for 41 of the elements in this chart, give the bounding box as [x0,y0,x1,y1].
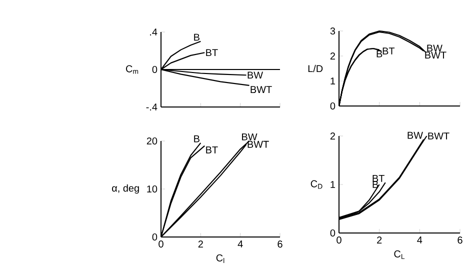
series-label: BW [427,44,442,52]
y-tick-label: 0 [330,102,336,110]
y-tick-label: 3 [330,27,336,35]
x-tick-label: 4 [417,236,422,244]
x-tick-label: 2 [377,236,382,244]
x-tick-label: 0 [158,240,164,248]
series-label: BT [382,48,395,54]
y-axis-title: C$_{D}$ [310,180,322,189]
series-label: B [194,34,200,41]
x-tick-label: 6 [458,236,462,244]
series-label: BW [248,72,263,79]
series-label: BW [242,133,258,140]
y-tick-label: 0 [330,229,336,237]
y-tick-label: 20 [146,137,158,145]
series-label: BWT [428,132,450,140]
y-axis-title: C$_{m}$ [126,65,138,74]
series-label: BT [372,175,384,182]
y-tick-label: 1 [330,181,336,188]
x-tick-label: 6 [278,240,282,248]
y-tick-label: 1 [330,78,336,84]
x-tick-label: 0 [336,236,342,244]
x-axis-title: C$_{L}$ [394,250,405,259]
series-label: BW [408,132,423,139]
y-tick-label: 10 [147,185,158,193]
series-label: BT [206,146,218,154]
series-label: B [376,50,382,58]
series-label: BWT [425,52,446,59]
series-label: B [194,135,200,142]
y-tick-label: 0 [152,66,158,74]
y-tick-label: -.4 [146,104,158,110]
y-axis-title: α, deg [112,184,139,194]
series-label: BT [206,49,218,56]
series-label: BWT [248,140,269,148]
y-tick-label: 2 [330,52,335,60]
x-tick-label: 4 [238,240,243,248]
y-axis-title: L/D [308,64,323,72]
y-tick-label: .4 [150,28,158,36]
x-axis-title: C$_{l}$ [216,254,224,263]
y-tick-label: 2 [330,132,335,140]
series-label: BWT [250,86,272,93]
x-tick-label: 2 [198,240,203,248]
